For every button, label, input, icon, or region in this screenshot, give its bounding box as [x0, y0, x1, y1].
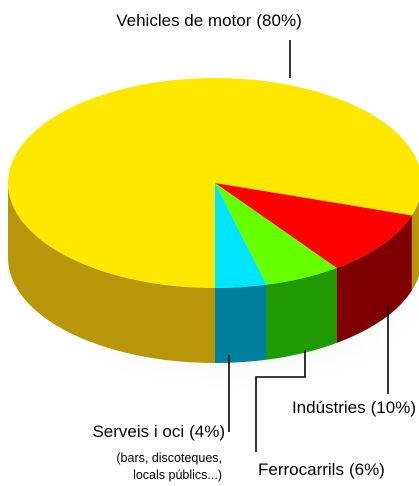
- leader-lines: [228, 40, 389, 452]
- leader-line: [255, 350, 306, 452]
- category-label: Indústries: [292, 398, 366, 417]
- value-label: (6%): [349, 460, 385, 479]
- pie-tops: [8, 78, 419, 288]
- pie-side: [411, 200, 419, 291]
- slice-label: Vehicles de motor (80%): [116, 11, 302, 30]
- pie-side: [215, 284, 267, 363]
- value-label: (10%): [371, 398, 416, 417]
- pie-slice: [215, 183, 337, 285]
- pie-side: [266, 267, 337, 360]
- pie-slice: [215, 183, 412, 268]
- slice-label: Ferrocarrils (6%): [258, 460, 385, 479]
- pie-side: [336, 215, 412, 343]
- value-label: (4%): [189, 422, 225, 441]
- category-label: Vehicles de motor: [116, 11, 251, 30]
- pie-sides: [8, 183, 419, 363]
- annotation: locals públics...): [133, 468, 222, 482]
- category-label: Serveis i oci: [92, 422, 184, 441]
- category-label: Ferrocarrils: [258, 460, 344, 479]
- slice-label: Indústries (10%): [292, 398, 416, 417]
- pie-slice: [8, 78, 419, 288]
- value-label: (80%): [256, 11, 301, 30]
- slice-label: Serveis i oci (4%): [92, 422, 225, 441]
- annotation: (bars, discoteques,: [116, 451, 222, 465]
- pie-side: [8, 183, 215, 363]
- pie-slice: [215, 183, 267, 288]
